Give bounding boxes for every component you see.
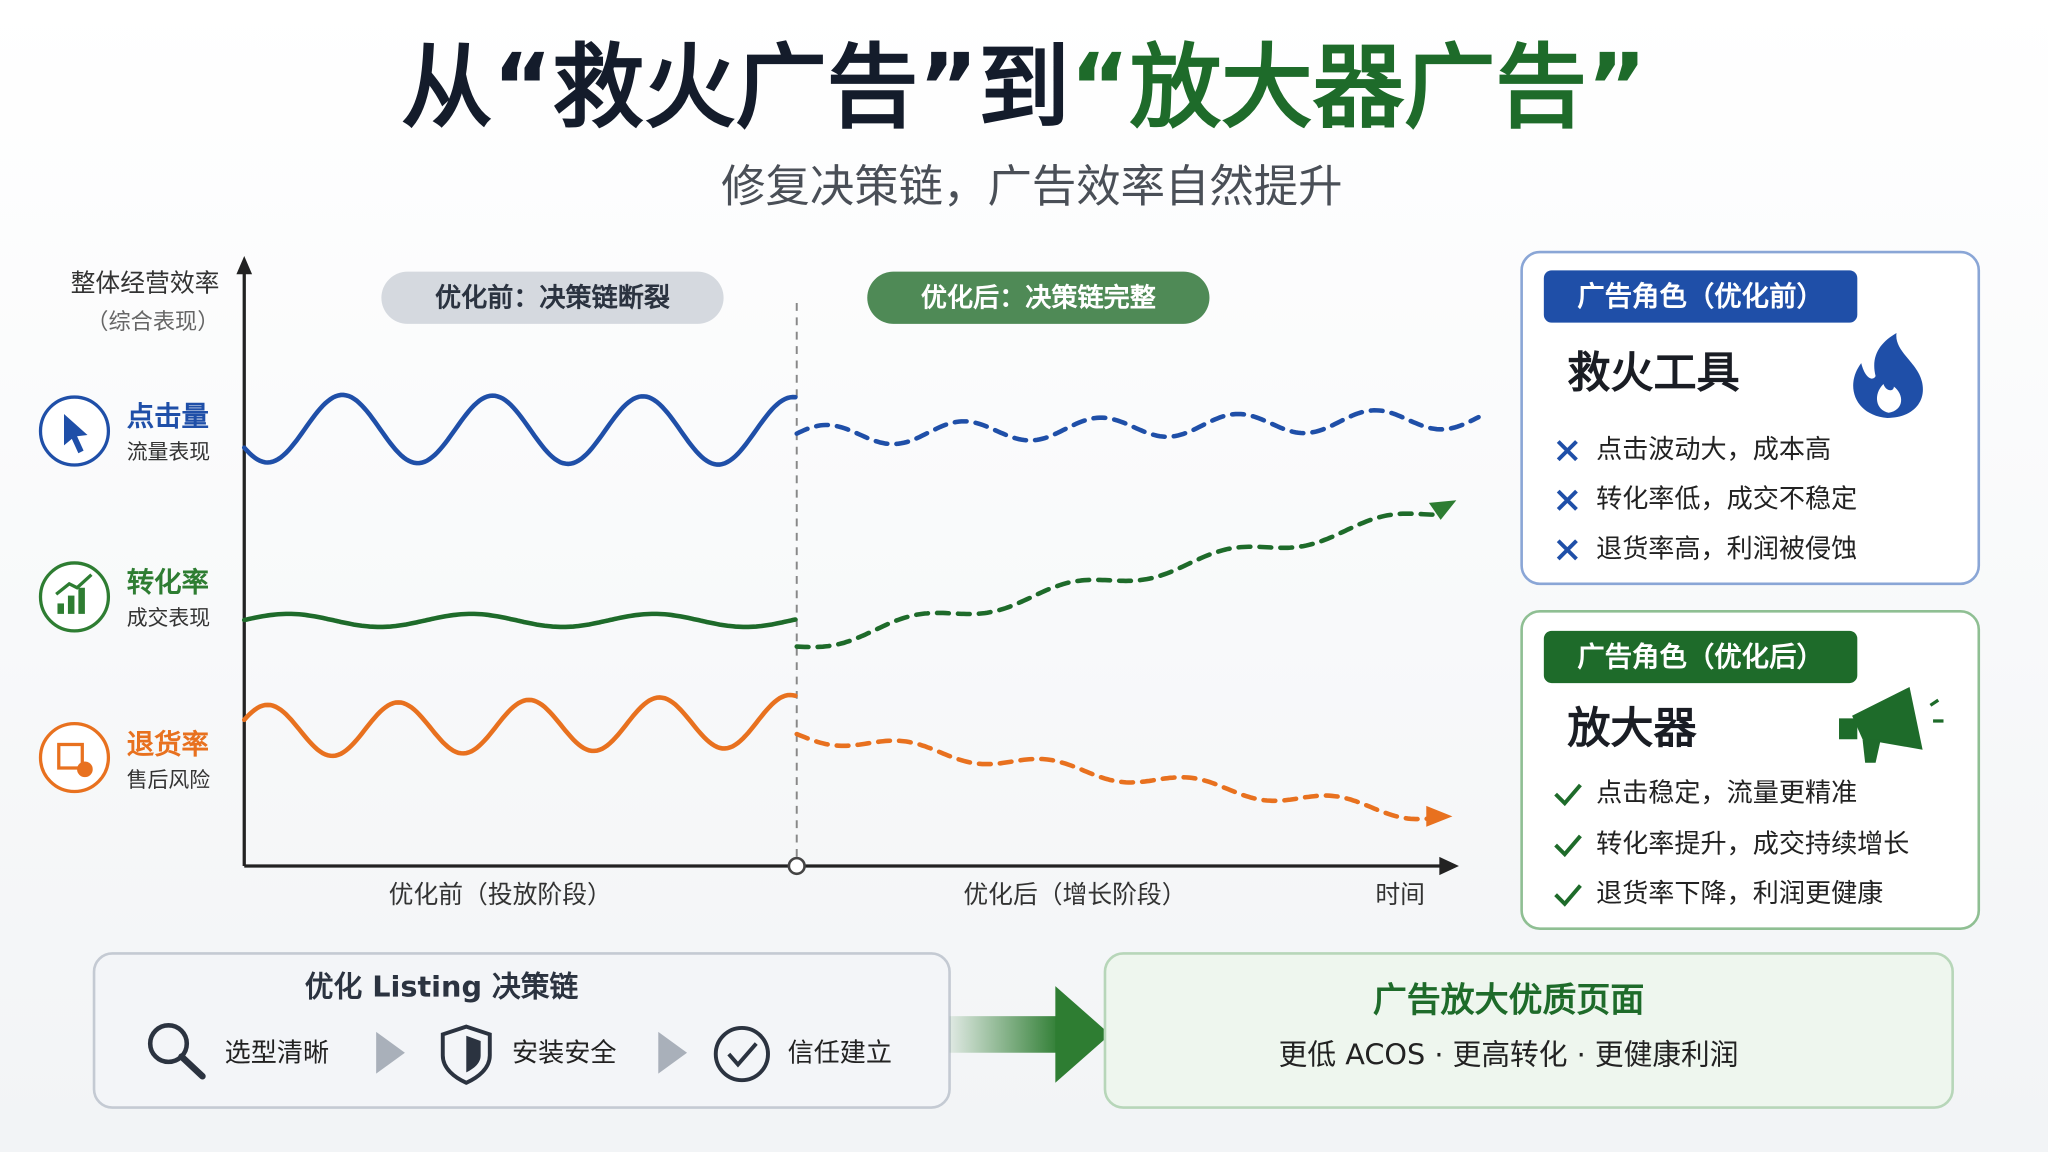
search-icon-handle <box>178 1053 206 1080</box>
panel-tag-bg <box>1543 630 1858 684</box>
panel-before <box>1520 250 1981 586</box>
panel-tag: 广告角色（优化后） <box>1577 641 1824 673</box>
step-label: 安装安全 <box>512 1039 616 1069</box>
panel-item: 转化率低，成交不稳定 <box>1596 485 1857 515</box>
step-label: 选型清晰 <box>225 1039 329 1069</box>
step-label: 信任建立 <box>788 1039 892 1069</box>
listing-title: 优化 Listing 决策链 <box>305 970 579 1004</box>
metric-conversion: 转化率 成交表现 <box>38 561 211 633</box>
search-icon <box>147 1023 190 1065</box>
trend-curve <box>794 511 1437 650</box>
bar-icon <box>57 603 64 614</box>
trend-curve <box>241 692 798 759</box>
trend-icon <box>55 573 93 596</box>
panel-item: 点击波动大，成本高 <box>1596 435 1831 465</box>
x-axis-arrow <box>1439 856 1459 876</box>
divider-point <box>787 856 806 876</box>
x-label: 优化后（增长阶段） <box>963 880 1186 909</box>
panel-tag: 广告角色（优化前） <box>1577 280 1824 312</box>
connector-arrow-body <box>949 1016 1061 1053</box>
panel-tag-bg <box>1543 270 1858 323</box>
metric-note: 流量表现 <box>127 440 211 464</box>
metric-name: 点击量 <box>127 401 209 432</box>
x-axis-label: 时间 <box>1375 880 1425 909</box>
panel-after <box>1520 609 1981 930</box>
check-marks <box>1554 783 1582 907</box>
check-mark <box>1554 783 1582 807</box>
panel-item: 转化率提升，成交持续增长 <box>1596 830 1909 860</box>
title: 从“救火广告”到“放大器广告” <box>401 34 1647 141</box>
step-arrow <box>658 1031 688 1074</box>
trend-curve <box>794 407 1481 447</box>
connector-arrow-head <box>1055 986 1111 1083</box>
y-axis-arrow <box>236 256 253 275</box>
check-mark <box>1554 834 1582 858</box>
panel-item: 点击稳定，流量更精准 <box>1596 779 1857 809</box>
metric-note: 成交表现 <box>127 606 211 630</box>
panel-item: 退货率下降，利润更健康 <box>1596 879 1883 909</box>
return-icon <box>77 761 93 778</box>
fire-icon <box>1853 333 1923 418</box>
y-axis-note: （综合表现） <box>86 309 219 335</box>
bar-icon <box>67 595 75 614</box>
phase-label: 优化后：决策链完整 <box>921 283 1156 314</box>
bar-icon <box>78 587 85 614</box>
icon-circle <box>38 721 111 794</box>
fire-icon-inner <box>1876 384 1902 413</box>
metric-returns: 退货率 售后风险 <box>38 721 211 794</box>
metric-note: 售后风险 <box>127 768 211 792</box>
trend-curve <box>794 731 1434 822</box>
check-mark <box>1554 884 1582 907</box>
cross-marks <box>1556 440 1578 561</box>
panel-item: 退货率高，利润被侵蚀 <box>1596 534 1857 564</box>
phase-label: 优化前：决策链断裂 <box>435 283 670 314</box>
cross-mark <box>1556 489 1578 511</box>
y-axis-label: 整体经营效率 <box>71 269 220 298</box>
metric-name: 转化率 <box>127 566 209 598</box>
trend-curves <box>241 392 1481 822</box>
arrow-head <box>1426 805 1453 827</box>
step-arrow <box>376 1031 405 1074</box>
box-icon <box>57 742 84 770</box>
trend-curve <box>241 611 798 630</box>
cross-mark <box>1556 440 1578 462</box>
shield-icon <box>440 1024 492 1085</box>
title-lead: 从“救火广告”到 <box>401 34 1070 141</box>
check-icon <box>713 1025 770 1083</box>
check-icon-mark <box>727 1042 758 1068</box>
phase-pill-before <box>381 271 724 324</box>
panel-title: 救火工具 <box>1567 349 1739 399</box>
metric-name: 退货率 <box>127 728 209 760</box>
megaphone-icon <box>1839 687 1944 763</box>
amplify-subtitle: 更低 ACOS · 更高转化 · 更健康利润 <box>1279 1038 1739 1072</box>
subtitle: 修复决策链，广告效率自然提升 <box>721 161 1342 212</box>
phase-pill-after <box>867 271 1210 324</box>
metric-clicks: 点击量 流量表现 <box>38 395 211 467</box>
trend-curve <box>241 392 798 467</box>
cross-mark <box>1556 539 1578 561</box>
title-highlight: “放大器广告” <box>1070 34 1647 141</box>
cursor-icon <box>64 414 88 454</box>
arrow-head <box>1428 500 1457 520</box>
amplify-box <box>1103 952 1954 1109</box>
x-label: 优化前（投放阶段） <box>389 880 612 909</box>
shield-icon-inner <box>466 1035 481 1073</box>
panel-title: 放大器 <box>1567 704 1697 754</box>
amplify-title: 广告放大优质页面 <box>1373 980 1645 1020</box>
